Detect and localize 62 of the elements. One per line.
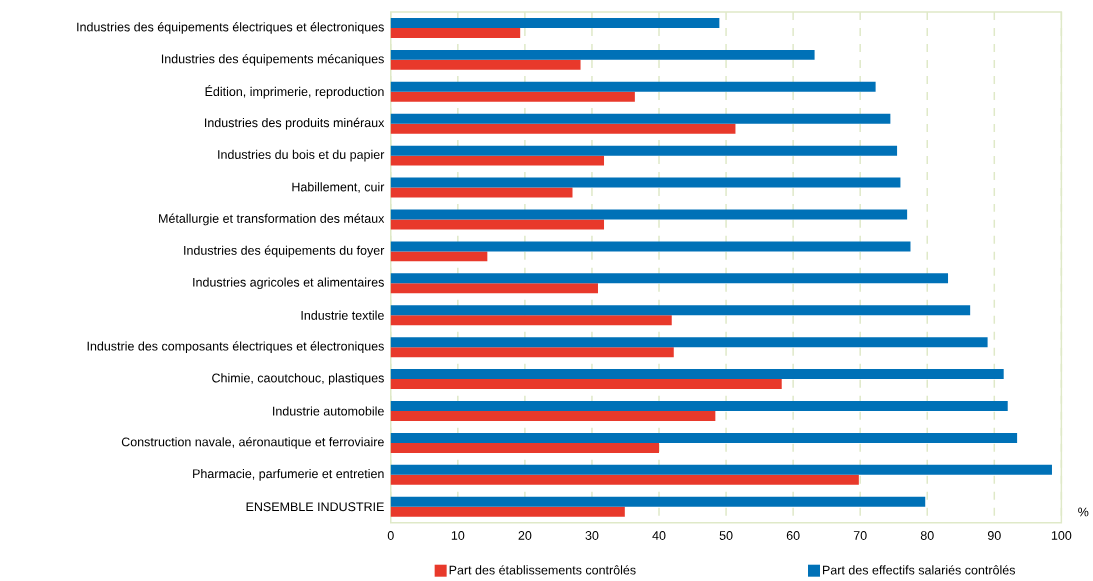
x-tick-label: 40 (652, 531, 666, 541)
bar (390, 209, 908, 220)
x-tick-label: 0 (387, 531, 394, 541)
bar (390, 123, 736, 134)
x-tick-label: 80 (920, 531, 934, 541)
bar (390, 315, 672, 326)
y-tick-label: Édition, imprimerie, reproduction (205, 85, 384, 99)
y-tick-label: Industries du bois et du papier (218, 149, 385, 162)
bar (390, 273, 949, 284)
bar (390, 113, 891, 124)
x-tick-label: 60 (786, 531, 800, 541)
y-tick-label: Industries des produits minéraux (205, 117, 385, 130)
bar (390, 506, 625, 517)
bar (390, 379, 782, 390)
y-tick-label: Industrie automobile (273, 406, 384, 416)
y-tick-label: Construction navale, aéronautique et ferroviaire (121, 437, 384, 449)
y-tick-label: ENSEMBLE INDUSTRIE (246, 502, 384, 512)
x-tick-label: 100 (1051, 531, 1072, 541)
legend-label: Part des établissements contrôlés (449, 565, 636, 575)
bar (390, 177, 901, 188)
x-tick-label: 10 (451, 531, 465, 541)
bar (390, 187, 573, 198)
bar (390, 145, 898, 156)
bar (390, 411, 716, 422)
bar (390, 18, 720, 29)
x-tick-label: 20 (518, 531, 532, 541)
bar (390, 251, 488, 262)
bar (390, 60, 581, 71)
x-tick-label: 90 (987, 531, 1001, 541)
bar (390, 283, 598, 294)
y-tick-label: Industries des équipements du foyer (184, 245, 385, 258)
y-tick-label: Métallurgie et transformation des métaux (159, 213, 385, 226)
y-tick-label: Industries des équipements électriques et électroniques (77, 22, 384, 35)
bar (390, 50, 815, 61)
bar (390, 337, 988, 348)
bar (390, 219, 605, 230)
y-tick-label: Habillement, cuir (292, 182, 385, 194)
x-tick-label: 70 (853, 531, 867, 541)
x-tick-label: 50 (719, 531, 733, 541)
y-tick-label: Industrie textile (301, 310, 384, 320)
y-tick-label: Chimie, caoutchouc, plastiques (212, 373, 384, 386)
bar (390, 305, 971, 316)
y-tick-label: Industries des équipements mécaniques (161, 54, 384, 66)
bar (390, 464, 1052, 475)
bar (390, 347, 674, 358)
bar (390, 81, 876, 92)
bar (390, 474, 859, 485)
bar (390, 369, 1004, 380)
x-axis-title: % (1078, 507, 1089, 517)
bar (390, 443, 660, 454)
y-tick-label: Industrie des composants électriques et électroniques (87, 341, 384, 354)
bar (390, 91, 635, 102)
bar (390, 241, 911, 252)
bar (390, 401, 1008, 412)
bar (390, 155, 605, 166)
y-tick-label: Industries agricoles et alimentaires (193, 277, 384, 290)
legend-label: Part des effectifs salariés contrôlés (823, 565, 1015, 575)
bar (390, 496, 926, 507)
y-tick-label: Pharmacie, parfumerie et entretien (193, 469, 384, 481)
bar (390, 28, 521, 39)
bar (390, 433, 1018, 444)
x-tick-label: 30 (585, 531, 599, 541)
